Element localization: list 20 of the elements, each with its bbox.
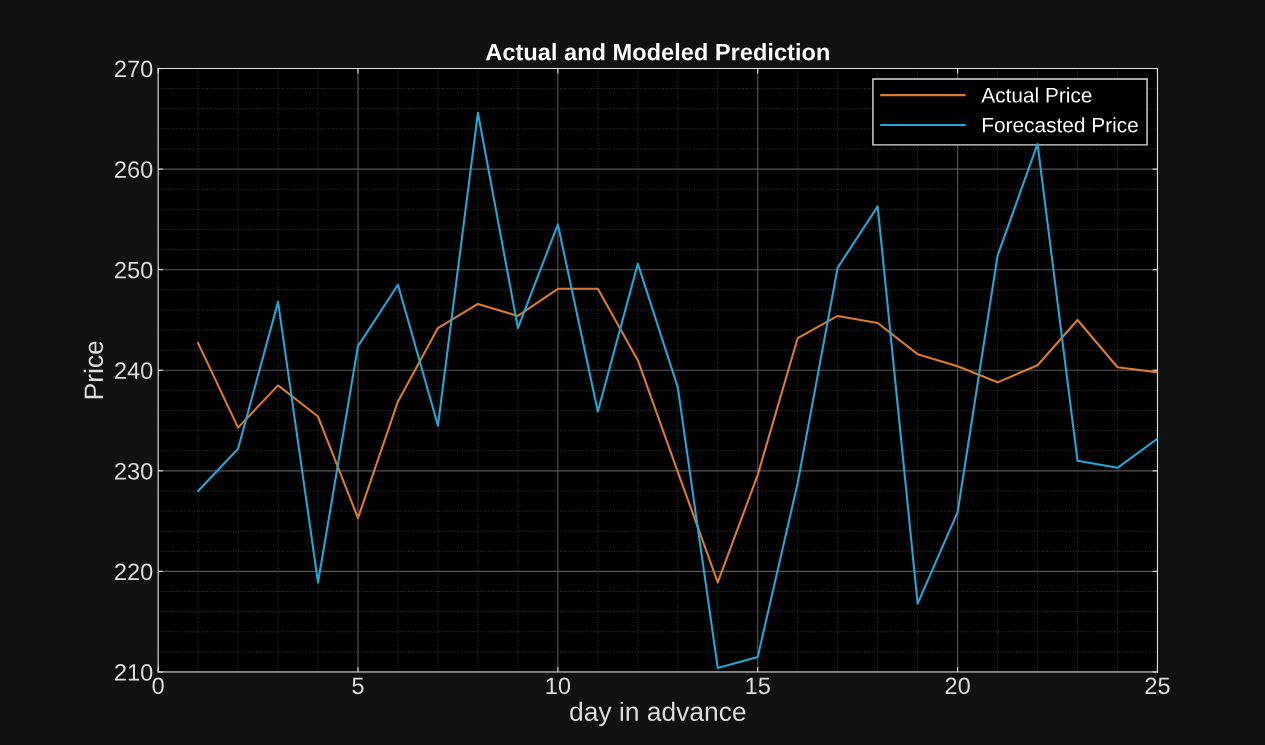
y-tick-label: 210 <box>115 664 153 681</box>
y-tick-label: 270 <box>115 60 153 78</box>
x-tick-label: 25 <box>1145 677 1170 695</box>
legend-label: Actual Price <box>981 87 1092 103</box>
x-tick-label: 0 <box>152 677 164 695</box>
x-tick-label: 10 <box>546 677 571 695</box>
y-tick-label: 230 <box>115 462 153 480</box>
x-axis-title: day in advance <box>570 701 746 727</box>
legend-label: Forecasted Price <box>982 117 1138 133</box>
chart-title: Actual and Modeled Prediction <box>485 43 829 61</box>
y-tick-label: 250 <box>115 261 153 279</box>
y-tick-label: 260 <box>115 161 153 178</box>
line-series <box>197 287 1158 584</box>
y-axis-title: Price <box>83 341 104 399</box>
y-tick-label: 240 <box>115 362 153 380</box>
x-tick-label: 20 <box>945 677 970 695</box>
y-tick-label: 220 <box>115 563 153 581</box>
x-tick-label: 15 <box>746 677 770 695</box>
line-series <box>197 111 1158 670</box>
x-tick-label: 5 <box>352 677 364 695</box>
